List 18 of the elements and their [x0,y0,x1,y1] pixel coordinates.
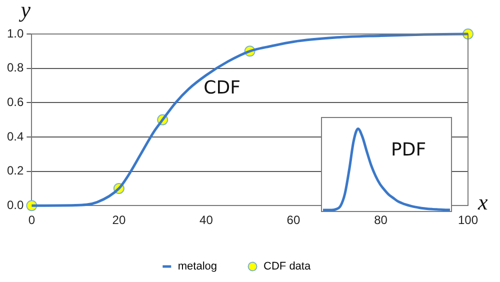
x-tick-label: 80 [374,213,388,228]
y-tick-label: 0.0 [6,198,24,212]
annotation: PDF [391,140,426,161]
y-tick-label: 0.8 [6,60,24,75]
y-axis-title: y [18,0,31,22]
legend-label: metalog [178,260,218,273]
y-tick-label: 0.2 [6,164,24,178]
y-tick-label: 0.6 [6,94,24,109]
x-tick-label: 40 [200,213,214,228]
x-axis-title: x [477,189,488,214]
legend-label: CDF data [264,260,312,273]
x-tick-label: 60 [286,213,300,228]
x-tick-label: 0 [28,213,36,228]
y-tick-label: 1.0 [6,26,24,40]
x-tick-label: 100 [458,213,478,228]
x-tick-label: 20 [112,213,126,228]
y-tick-label: 0.4 [6,129,24,144]
annotation: CDF [204,78,240,99]
